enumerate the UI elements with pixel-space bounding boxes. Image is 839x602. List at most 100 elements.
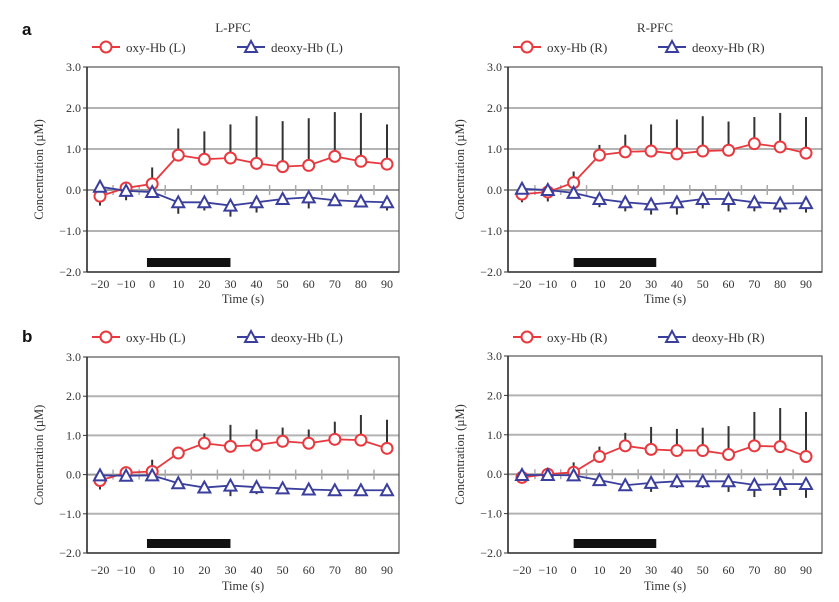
deoxy-data-point	[695, 190, 711, 206]
legend-circle-marker	[99, 40, 113, 54]
legend-item-oxy: oxy-Hb (R)	[513, 330, 607, 345]
legend-circle-marker	[99, 330, 113, 344]
oxy-data-point	[670, 147, 684, 161]
x-tick-label: 40	[671, 563, 683, 577]
oxy-data-point	[644, 144, 658, 158]
x-tick-label: 0	[571, 277, 577, 291]
legend-triangle-marker	[243, 38, 259, 53]
stimulus-bar	[573, 539, 657, 548]
oxy-data-point	[618, 439, 632, 453]
y-axis-title: Concentration (µM)	[453, 404, 467, 505]
oxy-data-point	[618, 145, 632, 159]
x-tick-label: 90	[381, 277, 393, 291]
legend-label: oxy-Hb (L)	[126, 330, 186, 345]
legend-label: deoxy-Hb (L)	[271, 40, 343, 55]
y-tick-label: 1.0	[487, 142, 502, 156]
x-tick-label: 10	[172, 277, 184, 291]
x-tick-label: 20	[198, 563, 210, 577]
y-tick-label: 2.0	[487, 388, 502, 402]
deoxy-data-point	[798, 195, 814, 210]
x-tick-label: 80	[774, 563, 786, 577]
x-axis-title: Time (s)	[222, 292, 264, 306]
oxy-data-point	[354, 154, 368, 168]
deoxy-data-point	[379, 482, 395, 497]
y-tick-label: −2.0	[59, 265, 81, 279]
deoxy-data-point	[274, 190, 291, 206]
x-tick-label: −20	[513, 563, 532, 577]
y-tick-label: 2.0	[487, 101, 502, 115]
deoxy-data-point	[669, 194, 685, 209]
legend-item-oxy: oxy-Hb (L)	[92, 40, 186, 55]
legend-label: oxy-Hb (R)	[547, 330, 607, 345]
oxy-data-point	[696, 144, 710, 158]
legend-item-deoxy: deoxy-Hb (L)	[237, 328, 343, 345]
plot-frame	[86, 66, 400, 273]
y-tick-label: −1.0	[480, 224, 502, 238]
y-tick-label: 2.0	[66, 101, 81, 115]
y-tick-label: 0.0	[66, 183, 81, 197]
x-axis-title: Time (s)	[222, 579, 264, 593]
deoxy-data-point	[353, 482, 369, 497]
deoxy-data-point	[379, 194, 395, 209]
x-tick-label: 90	[800, 277, 812, 291]
legend-label: oxy-Hb (L)	[126, 40, 186, 55]
deoxy-data-point	[695, 473, 711, 488]
x-tick-label: 90	[381, 563, 393, 577]
x-tick-label: 50	[697, 563, 709, 577]
deoxy-data-point	[353, 193, 369, 208]
oxy-data-point	[722, 448, 736, 461]
deoxy-data-point	[591, 472, 608, 487]
x-tick-label: 30	[224, 563, 236, 577]
oxy-data-point	[302, 158, 316, 172]
x-tick-label: 80	[355, 277, 367, 291]
x-tick-label: 70	[329, 563, 341, 577]
x-axis-title: Time (s)	[644, 579, 686, 593]
oxy-data-point	[773, 140, 787, 154]
legend-item-deoxy: deoxy-Hb (L)	[237, 38, 343, 55]
x-tick-label: 10	[593, 277, 605, 291]
deoxy-data-point	[643, 474, 659, 489]
chart-a-left: L-PFC oxy-Hb (L) deoxy-Hb (L) 3.0 2.0 1.0 0.0 −…	[32, 20, 400, 306]
x-tick-label: 20	[198, 277, 210, 291]
x-tick-label: 60	[723, 277, 735, 291]
oxy-data-point	[747, 439, 761, 453]
legend-label: oxy-Hb (R)	[547, 40, 607, 55]
oxy-data-point	[747, 137, 761, 151]
deoxy-data-point	[540, 466, 556, 481]
x-tick-label: 20	[619, 563, 631, 577]
oxy-data-point	[773, 440, 787, 454]
oxy-data-point	[197, 152, 211, 166]
y-tick-label: 1.0	[66, 428, 81, 442]
y-tick-label: −2.0	[480, 546, 502, 560]
y-tick-label: −1.0	[480, 507, 502, 521]
deoxy-data-point	[591, 190, 608, 206]
legend-triangle-marker	[664, 328, 680, 343]
x-tick-label: 0	[149, 277, 155, 291]
y-axis-title: Concentration (µM)	[32, 405, 46, 506]
x-tick-label: −10	[538, 277, 557, 291]
legend-circle-marker	[520, 40, 534, 54]
deoxy-data-point	[327, 482, 343, 497]
deoxy-data-point	[118, 467, 134, 482]
oxy-data-point	[223, 439, 237, 453]
x-axis-title: Time (s)	[644, 292, 686, 306]
deoxy-data-point	[222, 477, 239, 492]
legend-item-deoxy: deoxy-Hb (R)	[658, 38, 765, 55]
legend-item-deoxy: deoxy-Hb (R)	[658, 328, 765, 345]
x-tick-label: 0	[149, 563, 155, 577]
deoxy-data-point	[170, 475, 186, 490]
y-tick-label: 3.0	[487, 349, 502, 363]
oxy-data-point	[592, 148, 606, 162]
oxy-data-point	[799, 449, 813, 463]
deoxy-data-point	[196, 194, 213, 209]
x-tick-label: 50	[277, 563, 289, 577]
oxy-data-point	[644, 442, 658, 456]
stimulus-bar	[146, 258, 231, 267]
deoxy-data-point	[301, 189, 317, 204]
oxy-data-point	[250, 156, 264, 170]
legend-circle-marker	[520, 330, 534, 344]
deoxy-data-point	[617, 194, 633, 209]
oxy-data-point	[328, 149, 342, 163]
x-tick-label: −10	[538, 563, 557, 577]
y-tick-label: 3.0	[66, 60, 81, 74]
